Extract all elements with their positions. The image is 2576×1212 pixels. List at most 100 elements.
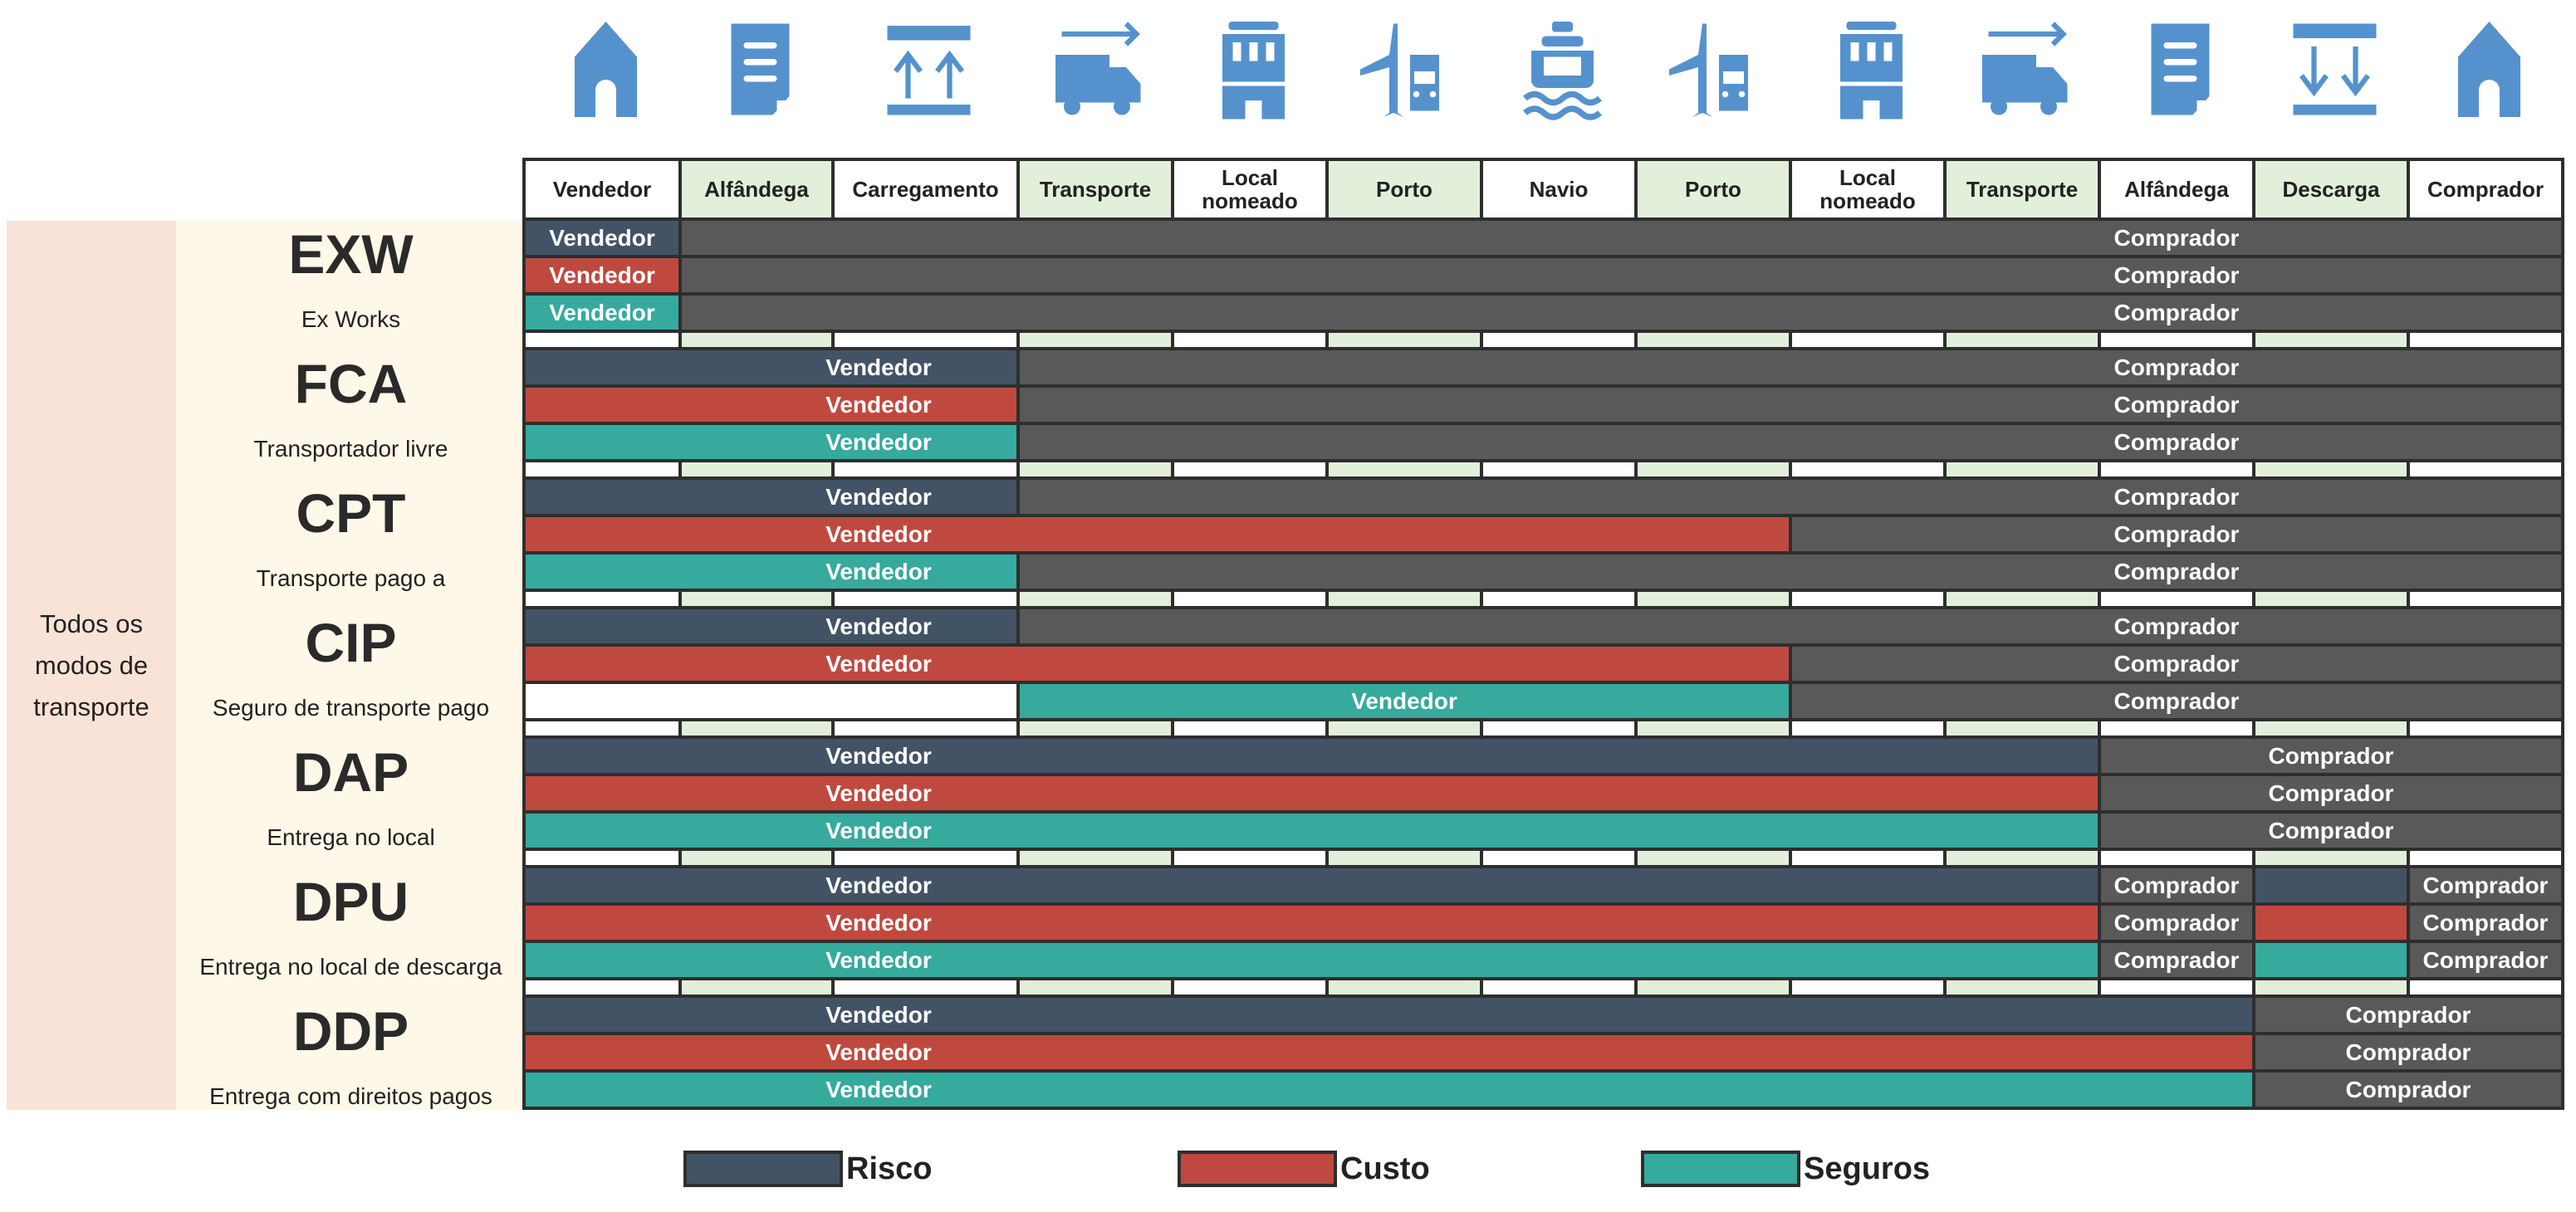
buyer-segment: Comprador [1020,609,2561,643]
spacer-cell [835,851,1016,865]
spacer-cell [1174,851,1325,865]
seller-segment: Vendedor [526,350,1016,384]
cip-risk-row: Vendedor Comprador [526,609,2561,643]
spacer-cell [2255,721,2407,736]
column-header: Transporte [1947,161,2098,217]
spacer-cell [1329,333,1480,347]
incoterm-ddp-label: DDP Entrega com direitos pagos [176,1001,526,1113]
dap-insurance-row: Vendedor Comprador [526,814,2561,848]
spacer-cell [1792,980,1943,995]
fca-insurance-row: Vendedor Comprador [526,425,2561,459]
party-label: Vendedor [549,300,655,325]
spacer-cell [835,462,1016,476]
seller-segment: Vendedor [526,814,2098,848]
spacer-cell [1947,980,2098,995]
incoterm-description: Seguro de transporte pago [212,695,490,721]
spacer-cell [1020,333,1171,347]
spacer-cell [1792,592,1943,606]
party-label: Vendedor [825,613,932,639]
spacer-cell [682,980,831,995]
party-label: Comprador [2113,262,2240,288]
seller-segment: Vendedor [526,221,678,255]
incoterm-description: Transportador livre [253,436,448,462]
spacer-cell [1020,592,1171,606]
spacer-cell [2101,851,2252,865]
party-label: Comprador [2345,1039,2471,1065]
spacer-cell [526,462,678,476]
incoterm-code: FCA [294,353,408,414]
spacer-cell [1638,980,1789,995]
party-label: Comprador [2113,484,2240,510]
party-label: Comprador [2113,521,2240,547]
spacer-cell [1483,980,1634,995]
buyer-segment: Comprador [2255,1035,2561,1069]
spacer-cell [2255,462,2407,476]
spacer-cell [2410,462,2561,476]
seller-segment: Vendedor [526,943,2098,977]
spacer-cell [835,333,1016,347]
party-label: Comprador [2113,225,2240,251]
buyer-segment: Comprador [1792,517,2561,551]
incoterm-dap-label: DAP Entrega no local [176,742,526,854]
incoterms-table: Vendedor Alfândega Carregamento Transporte L… [522,158,2564,1110]
legend-label: Custo [1340,1151,1430,1186]
cpt-insurance-row: Vendedor Comprador [526,555,2561,589]
buyer-segment: Comprador [2101,739,2561,773]
column-header: Vendedor [526,161,678,217]
spacer-cell [2410,851,2561,865]
legend-item-insurance: Seguros [1641,1151,1930,1187]
spacer-row [526,592,2561,606]
party-label: Comprador [2268,780,2394,806]
spacer-cell [2101,592,2252,606]
buyer-segment: Comprador [2410,868,2561,902]
spacer-cell [1020,980,1171,995]
legend-swatch [1178,1151,1337,1187]
party-label: Vendedor [825,818,932,843]
party-label: Vendedor [825,872,932,898]
ddp-risk-row: Vendedor Comprador [526,998,2561,1032]
spacer-cell [835,721,1016,736]
column-header: Local nomeado [1174,161,1325,217]
incoterm-description: Ex Works [301,306,401,332]
spacer-cell [1329,980,1480,995]
spacer-cell [526,980,678,995]
buyer-segment: Comprador [2101,776,2561,810]
party-label: Vendedor [549,262,655,288]
column-header: Porto [1638,161,1789,217]
spacer-cell [1329,462,1480,476]
spacer-cell [2410,592,2561,606]
legend-swatch [1641,1151,1800,1187]
party-label: Comprador [2422,910,2549,936]
incoterm-cpt-label: CPT Transporte pago a [176,483,526,595]
spacer-cell [1329,851,1480,865]
exw-cost-row: Vendedor Comprador [526,258,2561,292]
party-label: Vendedor [825,780,932,806]
exw-risk-row: Vendedor Comprador [526,221,2561,255]
cip-insurance-row: Vendedor Comprador [526,684,2561,718]
incoterm-code: DDP [292,1000,409,1062]
spacer-cell [1483,592,1634,606]
seller-segment: Vendedor [526,868,2098,902]
incoterm-code: CPT [296,482,406,544]
seller-segment: Vendedor [526,647,1789,681]
party-label: Comprador [2113,947,2240,973]
spacer-cell [2255,592,2407,606]
party-label: Vendedor [825,392,932,418]
incoterm-code: DPU [292,871,409,932]
document-icon [685,15,835,123]
spacer-cell [1947,592,2098,606]
party-label: Comprador [2268,743,2394,769]
incoterm-dpu-label: DPU Entrega no local de descarga [176,872,526,984]
spacer-cell [682,462,831,476]
seller-segment: Vendedor [1020,684,1789,718]
spacer-cell [1483,721,1634,736]
spacer-cell [835,592,1016,606]
buyer-segment: Comprador [1020,350,2561,384]
seller-segment: Vendedor [526,906,2098,940]
party-label: Comprador [2113,872,2240,898]
spacer-cell [2255,333,2407,347]
spacer-cell [526,721,678,736]
spacer-row [526,721,2561,736]
buyer-segment: Comprador [1792,684,2561,718]
incoterm-exw-label: EXW Ex Works [176,224,526,336]
